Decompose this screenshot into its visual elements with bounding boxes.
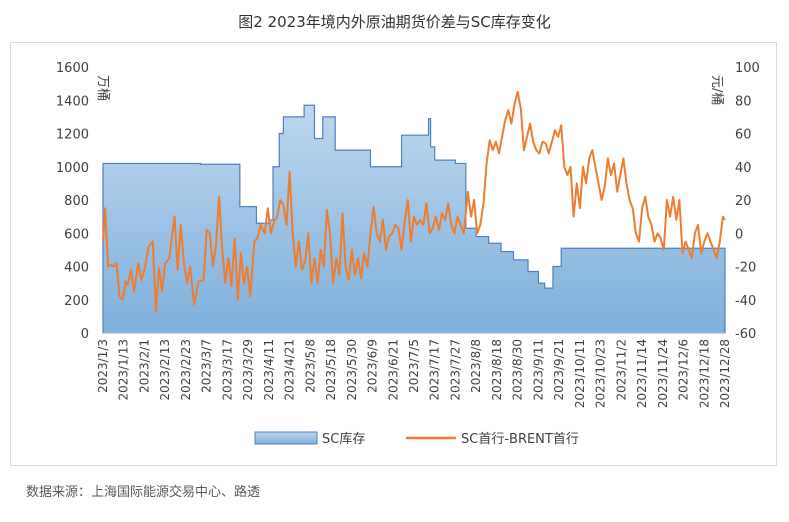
sc-brent-spread-line [102,90,726,313]
x-axis-tick: 2023/1/3 [96,339,110,393]
chart-svg: 02004006008001000120014001600-60-40-2002… [56,61,760,447]
x-axis-tick: 2023/6/21 [386,339,400,401]
left-axis-tick: 200 [64,294,89,309]
right-axis-tick: -40 [735,294,756,309]
x-axis-tick: 2023/7/27 [448,339,462,401]
x-axis-tick: 2023/2/13 [158,339,172,401]
x-axis-tick: 2023/11/24 [656,339,670,408]
x-axis-tick: 2023/7/17 [428,339,442,401]
x-axis-tick: 2023/5/8 [303,339,317,393]
left-axis-unit: 万桶 [95,75,110,101]
left-axis-tick: 1600 [56,61,89,76]
left-axis-tick: 600 [64,227,89,242]
x-axis-tick: 2023/10/23 [594,339,608,408]
left-axis-tick: 1000 [56,161,89,176]
legend-label-inventory: SC库存 [322,431,365,447]
x-axis-tick: 2023/8/30 [511,339,525,401]
x-axis-tick: 2023/1/13 [117,339,131,401]
x-axis-tick: 2023/5/30 [345,339,359,401]
left-axis-tick: 1400 [56,94,89,109]
chart-title: 图2 2023年境内外原油期货价差与SC库存变化 [238,13,551,31]
x-axis-tick: 2023/2/1 [137,339,151,393]
x-axis-tick: 2023/11/2 [614,339,628,401]
x-axis-tick: 2023/11/14 [635,339,649,408]
legend-layer: SC库存 SC首行-BRENT首行 [254,431,579,447]
right-axis-tick: 60 [735,128,752,143]
right-axis-tick: 20 [735,194,752,209]
x-axis-tick: 2023/6/9 [366,339,380,393]
x-axis-tick: 2023/4/21 [283,339,297,401]
left-axis-tick: 400 [64,261,89,276]
x-axis-tick: 2023/4/11 [262,339,276,401]
left-axis-tick: 800 [64,194,89,209]
x-axis-tick: 2023/12/28 [718,339,732,408]
right-axis-tick: 0 [735,227,743,242]
right-axis-tick: 100 [735,61,760,76]
x-axis-tick: 2023/7/5 [407,339,421,393]
right-axis-unit: 元/桶 [709,75,724,105]
x-axis-tick: 2023/3/29 [241,339,255,401]
data-source-note: 数据来源：上海国际能源交易中心、路透 [26,485,261,500]
x-axis-tick: 2023/8/8 [469,339,483,393]
right-axis-tick: 80 [735,94,752,109]
x-axis-tick: 2023/12/6 [677,339,691,401]
x-axis-tick: 2023/2/23 [179,339,193,401]
line-layer [102,90,726,313]
x-axis-tick: 2023/5/18 [324,339,338,401]
legend-swatch-inventory [254,431,318,445]
chart-frame: 0 200 400 600 800 1000 1200 1400 1600 -60 -40 -20 0 2… [10,42,777,466]
right-axis-tick: -60 [735,327,756,342]
x-axis-tick: 2023/9/11 [531,339,545,401]
x-axis-tick: 2023/12/18 [697,339,711,408]
x-axis-tick: 2023/3/7 [200,339,214,393]
x-axis-tick: 2023/3/17 [220,339,234,401]
legend-label-spread: SC首行-BRENT首行 [461,432,579,447]
ticks-layer: 02004006008001000120014001600-60-40-2002… [56,61,760,408]
x-axis-tick: 2023/10/11 [573,339,587,408]
left-axis-tick: 0 [81,327,89,342]
x-axis-tick: 2023/9/21 [552,339,566,401]
x-axis-tick: 2023/8/18 [490,339,504,401]
right-axis-tick: 40 [735,161,752,176]
right-axis-tick: -20 [735,261,756,276]
left-axis-tick: 1200 [56,128,89,143]
